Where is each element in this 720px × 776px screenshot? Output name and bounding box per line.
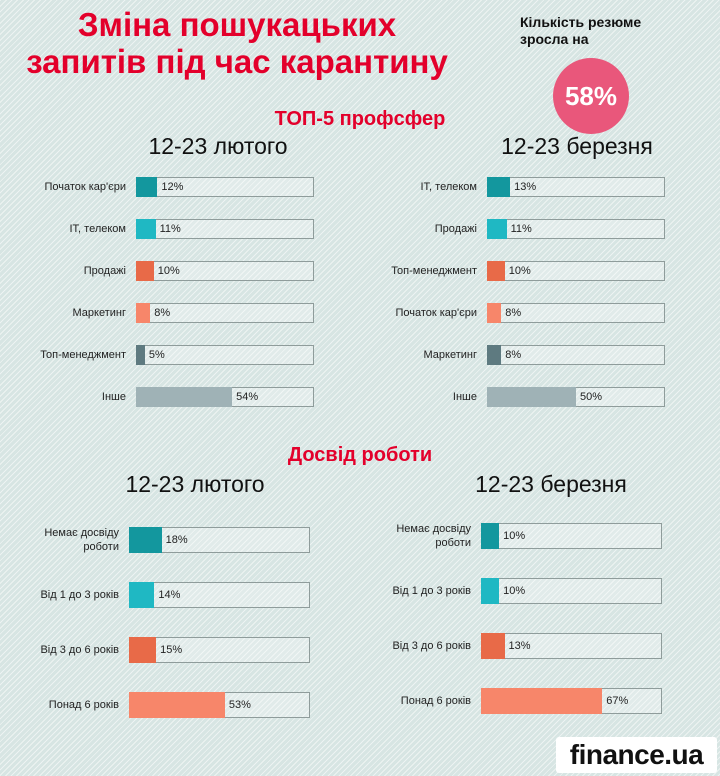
value-label: 5% [148,349,165,361]
finance-ua-logo: finance.ua [556,737,717,773]
bar [129,692,225,718]
bar [136,261,154,281]
bar [136,387,233,407]
category-label: IT, телеком [420,181,478,193]
category-label: Понад 6 років [48,699,119,711]
bar-row: Топ-менеджмент 10% [391,261,665,281]
note-line-2: зросла на [520,31,589,47]
category-label: Топ-менеджмент [40,349,126,361]
bar-row: IT, телеком 11% [70,219,314,239]
bar-row: Понад 6 років 53% [49,692,310,718]
value-label: 8% [505,307,522,319]
bar-row: Продажі 11% [435,219,665,239]
value-label: 10% [503,585,526,597]
category-label: Понад 6 років [400,695,471,707]
category-label: Продажі [434,223,477,235]
bar-row: Понад 6 років 67% [401,688,662,714]
category-label: Початок кар'єри [44,181,126,193]
category-label: Від 3 до 6 років [40,644,119,656]
value-label: 53% [228,699,251,711]
chart-4-title: 12-23 березня [475,471,627,497]
bar-row: Від 1 до 3 років 10% [392,578,662,604]
value-label: 13% [508,640,531,652]
bar-row: Маркетинг 8% [73,303,314,323]
bar-row: Немає досвіду роботи 10% [396,523,662,549]
bar [129,582,155,608]
bar-row: Від 3 до 6 років 13% [392,633,662,659]
value-label: 10% [508,265,531,277]
section-title-experience: Досвід роботи [287,444,433,466]
value-label: 13% [514,181,537,193]
bar [487,387,576,407]
bar [481,688,603,714]
category-label: Немає досвіду роботи [396,523,471,549]
bar [136,345,145,365]
bar-row: Топ-менеджмент 5% [40,345,314,365]
bar [129,527,162,553]
growth-badge: 58% [553,58,629,134]
bar-row: Немає досвіду роботи 18% [44,527,310,553]
value-label: 12% [161,181,184,193]
value-label: 10% [503,530,526,542]
bar [136,219,156,239]
bar [487,303,502,323]
value-label: 50% [580,391,603,403]
bar-row: Початок кар'єри 8% [395,303,665,323]
category-label: Інше [452,391,477,403]
category-label: Від 1 до 3 років [40,589,119,601]
title-line-2: запитів під час карантину [26,43,448,80]
value-label: 18% [165,534,188,546]
bar-row: Маркетинг 8% [424,345,665,365]
bar-track [481,523,662,549]
value-label: 8% [505,349,522,361]
bar-row: Від 1 до 3 років 14% [40,582,310,608]
category-label: Маркетинг [423,349,477,361]
bar-row: Продажі 10% [84,261,314,281]
value-label: 14% [158,589,181,601]
bar [129,637,157,663]
chart-2-title: 12-23 березня [501,133,653,159]
bar-row: Початок кар'єри 12% [44,177,314,197]
bar [487,345,502,365]
category-label: Немає досвіду роботи [44,527,119,553]
category-label: Продажі [83,265,126,277]
value-label: 10% [157,265,180,277]
bar [487,261,505,281]
value-label: 11% [159,223,181,235]
bar-row: IT, телеком 13% [421,177,665,197]
category-label: Початок кар'єри [395,307,477,319]
category-label: Топ-менеджмент [391,265,477,277]
bar [487,219,507,239]
bar-track [481,578,662,604]
chart-3-title: 12-23 лютого [125,471,265,497]
value-label: 67% [606,695,629,707]
category-label: Від 1 до 3 років [392,585,471,597]
bar [136,303,151,323]
bar-track [129,637,310,663]
section-title-top5: ТОП-5 профсфер [274,108,446,130]
value-label: 15% [160,644,183,656]
bar [481,578,500,604]
bar-track [481,633,662,659]
bar-row: Інше 50% [453,387,665,407]
bar-row: Інше 54% [102,387,314,407]
category-label: Маркетинг [72,307,126,319]
bar [136,177,158,197]
category-label: Інше [101,391,126,403]
category-label: Від 3 до 6 років [392,640,471,652]
bar-track [129,582,310,608]
page-title: Зміна пошукацьких запитів під час карант… [12,6,462,80]
category-label: IT, телеком [69,223,127,235]
value-label: 8% [154,307,171,319]
bar [481,523,500,549]
value-label: 54% [236,391,259,403]
bar [481,633,505,659]
resume-growth-note: Кількість резюме зросла на [520,14,680,48]
value-label: 11% [510,223,532,235]
bar [487,177,511,197]
bar-row: Від 3 до 6 років 15% [40,637,310,663]
title-line-1: Зміна пошукацьких [77,6,397,43]
chart-1-title: 12-23 лютого [148,133,288,159]
note-line-1: Кількість резюме [520,14,642,30]
